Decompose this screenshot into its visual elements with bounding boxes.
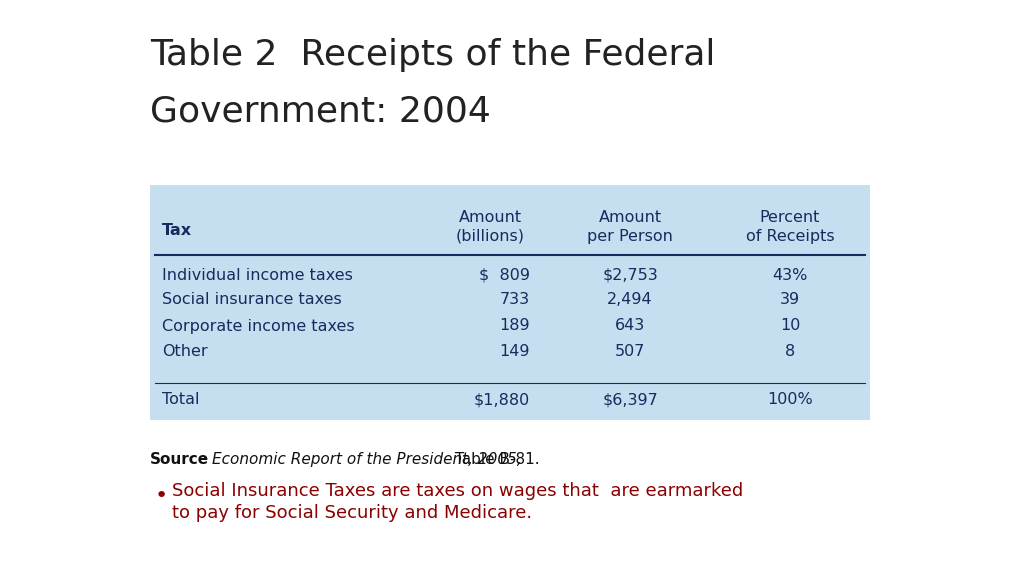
Text: Tax: Tax [162,223,193,238]
Text: 43%: 43% [772,267,808,282]
Text: Amount
(billions): Amount (billions) [456,210,524,244]
Text: : Economic Report of the President, 2005,: : Economic Report of the President, 2005… [202,452,522,467]
Text: 2,494: 2,494 [607,293,653,308]
Text: $2,753: $2,753 [602,267,657,282]
Text: Percent
of Receipts: Percent of Receipts [745,210,835,244]
Text: Table 2  Receipts of the Federal: Table 2 Receipts of the Federal [150,38,716,72]
Text: Source: Source [150,452,209,467]
Text: 100%: 100% [767,392,813,407]
Text: Social Insurance Taxes are taxes on wages that  are earmarked: Social Insurance Taxes are taxes on wage… [172,482,743,500]
Text: 733: 733 [500,293,530,308]
Text: 8: 8 [784,343,795,358]
Text: Total: Total [162,392,200,407]
Text: $1,880: $1,880 [474,392,530,407]
Text: 39: 39 [780,293,800,308]
Text: Social insurance taxes: Social insurance taxes [162,293,342,308]
Text: 149: 149 [500,343,530,358]
Text: $6,397: $6,397 [602,392,657,407]
Text: $  809: $ 809 [479,267,530,282]
Text: •: • [155,486,168,506]
Text: 643: 643 [614,319,645,334]
Text: Other: Other [162,343,208,358]
Text: 189: 189 [500,319,530,334]
Bar [150,185,870,420]
Text: Individual income taxes: Individual income taxes [162,267,353,282]
Text: Corporate income taxes: Corporate income taxes [162,319,354,334]
Text: 507: 507 [614,343,645,358]
Text: Amount
per Person: Amount per Person [587,210,673,244]
Text: 10: 10 [780,319,800,334]
Text: to pay for Social Security and Medicare.: to pay for Social Security and Medicare. [172,504,532,522]
Text: Table B-81.: Table B-81. [450,452,540,467]
Text: Government: 2004: Government: 2004 [150,95,490,129]
